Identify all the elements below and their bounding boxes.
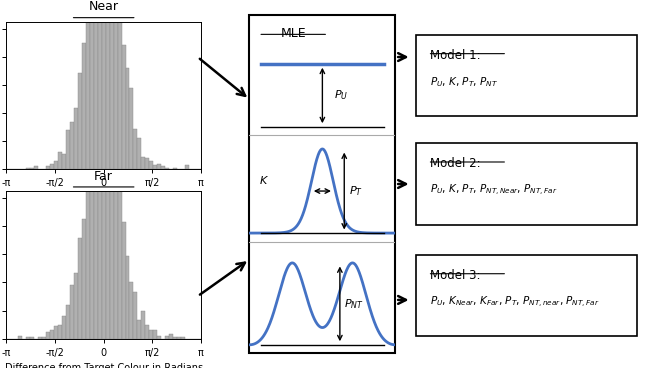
Bar [78, 72, 82, 169]
Bar [70, 121, 74, 169]
Bar [117, 181, 122, 339]
Text: $P_{U}$, $K$, $P_{T}$, $P_{NT}$: $P_{U}$, $K$, $P_{T}$, $P_{NT}$ [430, 75, 498, 89]
Bar [157, 164, 161, 169]
Bar [110, 0, 113, 169]
Bar [173, 337, 177, 339]
Bar [133, 292, 137, 339]
Text: Far: Far [94, 170, 113, 183]
Bar [130, 88, 133, 169]
Bar [137, 138, 141, 169]
Text: MLE: MLE [281, 26, 306, 40]
Bar [102, 0, 106, 169]
Bar [117, 11, 122, 169]
Bar [110, 71, 113, 339]
Bar [38, 337, 42, 339]
Bar [58, 325, 62, 339]
Bar [149, 330, 154, 339]
Bar [30, 168, 34, 169]
Bar [137, 320, 141, 339]
Bar [122, 45, 126, 169]
Bar [173, 168, 177, 169]
Bar [98, 86, 102, 339]
Bar [185, 165, 189, 169]
Bar [78, 238, 82, 339]
Text: Near: Near [89, 0, 119, 13]
Bar [74, 273, 78, 339]
Bar [82, 43, 86, 169]
Bar [94, 0, 98, 169]
Bar [177, 337, 181, 339]
Bar [161, 166, 165, 169]
Bar [113, 130, 117, 339]
Bar [86, 12, 90, 169]
Bar [34, 166, 38, 169]
Bar [70, 285, 74, 339]
Text: $P_T$: $P_T$ [349, 184, 363, 198]
Bar [30, 337, 34, 339]
X-axis label: Difference from Target Colour in Radians: Difference from Target Colour in Radians [5, 363, 203, 368]
Bar [86, 170, 90, 339]
Bar [27, 168, 30, 169]
Text: $P_U$: $P_U$ [334, 89, 348, 102]
Bar [126, 256, 130, 339]
Text: $P_{NT}$: $P_{NT}$ [344, 297, 364, 311]
Bar [62, 154, 66, 169]
Bar [106, 0, 110, 169]
Bar [42, 337, 46, 339]
Bar [165, 336, 169, 339]
Bar [54, 161, 58, 169]
Bar [145, 158, 149, 169]
Bar [102, 102, 106, 339]
FancyBboxPatch shape [416, 35, 637, 116]
Bar [27, 337, 30, 339]
Bar [54, 326, 58, 339]
Bar [82, 219, 86, 339]
Bar [90, 0, 94, 169]
Text: $K$: $K$ [259, 174, 269, 186]
Bar [18, 336, 22, 339]
Bar [165, 168, 169, 169]
Bar [66, 305, 70, 339]
Bar [126, 68, 130, 169]
Bar [58, 152, 62, 169]
Text: Model 1:: Model 1: [430, 49, 481, 61]
Bar [145, 325, 149, 339]
Bar [141, 157, 145, 169]
Bar [154, 165, 157, 169]
Bar [50, 164, 54, 169]
Bar [133, 129, 137, 169]
Bar [169, 335, 173, 339]
Bar [154, 330, 157, 339]
Bar [90, 149, 94, 339]
Bar [94, 88, 98, 339]
Text: $P_{U}$, $K$, $P_{T}$, $P_{NT, Near}$, $P_{NT, Far}$: $P_{U}$, $K$, $P_{T}$, $P_{NT, Near}$, $… [430, 183, 557, 198]
Bar [181, 337, 185, 339]
Text: Model 2:: Model 2: [430, 157, 481, 170]
Bar [157, 336, 161, 339]
Bar [141, 311, 145, 339]
Bar [66, 130, 70, 169]
Bar [62, 316, 66, 339]
Bar [74, 107, 78, 169]
Text: $P_{U}$, $K_{Near}$, $K_{Far}$, $P_{T}$, $P_{NT, near}$, $P_{NT, Far}$: $P_{U}$, $K_{Near}$, $K_{Far}$, $P_{T}$,… [430, 295, 599, 310]
FancyBboxPatch shape [249, 15, 395, 353]
Bar [122, 222, 126, 339]
Bar [130, 283, 133, 339]
Bar [98, 0, 102, 169]
FancyBboxPatch shape [416, 144, 637, 224]
Bar [149, 161, 154, 169]
FancyBboxPatch shape [416, 255, 637, 336]
Bar [50, 330, 54, 339]
Bar [106, 105, 110, 339]
Bar [46, 166, 50, 169]
Text: Model 3:: Model 3: [430, 269, 480, 282]
Bar [113, 0, 117, 169]
Bar [46, 332, 50, 339]
